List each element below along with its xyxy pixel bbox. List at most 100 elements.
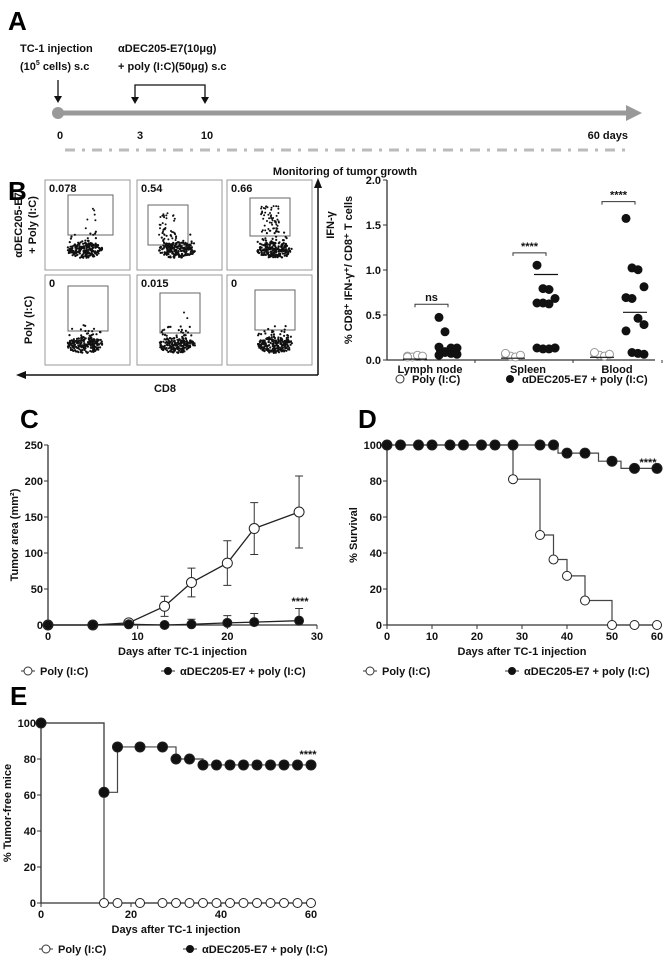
flow-positive-event-dot bbox=[262, 217, 265, 220]
x-tick-label: 60 bbox=[305, 909, 317, 921]
flow-event-dot bbox=[182, 241, 185, 244]
flow-event-dot bbox=[159, 246, 162, 249]
flow-plot-frame bbox=[44, 274, 131, 366]
flow-event-dot bbox=[178, 349, 181, 352]
flow-event-dot bbox=[192, 342, 195, 345]
b-y-axis-label: % CD8⁺ IFN-γ⁺/ CD8⁺ T cells bbox=[343, 196, 355, 344]
data-point-dec bbox=[507, 439, 519, 451]
flow-event-dot bbox=[84, 254, 87, 258]
flow-event-dot bbox=[260, 253, 263, 256]
y-tick-label: 1.5 bbox=[366, 220, 381, 232]
flow-event-dot bbox=[91, 349, 94, 352]
flow-event-dot bbox=[86, 332, 90, 335]
flow-event-dot bbox=[91, 344, 94, 347]
y-axis-label: Tumor area (mm²) bbox=[9, 488, 21, 581]
flow-event-dot bbox=[80, 334, 83, 337]
flow-event-dot bbox=[68, 247, 71, 250]
flow-event-dot bbox=[273, 339, 276, 342]
data-point-poly bbox=[211, 898, 222, 908]
flow-event-dot bbox=[267, 350, 270, 353]
flow-positive-event-dot bbox=[267, 228, 270, 230]
flow-event-dot bbox=[180, 241, 183, 244]
flow-event-dot bbox=[277, 338, 280, 341]
flow-positive-event-dot bbox=[94, 219, 97, 222]
data-point-dec bbox=[98, 786, 110, 798]
flow-event-dot bbox=[94, 245, 98, 248]
flow-event-dot bbox=[277, 351, 281, 354]
data-point-poly bbox=[605, 349, 614, 359]
flow-event-dot bbox=[188, 325, 191, 328]
x-tick-label: 60 bbox=[651, 631, 663, 643]
flow-event-dot bbox=[71, 245, 74, 248]
data-point-dec bbox=[186, 619, 197, 630]
flow-event-dot bbox=[272, 342, 275, 346]
flow-event-dot bbox=[266, 344, 269, 347]
flow-event-dot bbox=[166, 244, 169, 247]
legend: Poly (I:C) αDEC205-E7 + poly (I:C) bbox=[395, 374, 648, 386]
flow-event-dot bbox=[94, 340, 97, 343]
flow-positive-event-dot bbox=[264, 211, 267, 214]
flow-event-dot bbox=[82, 344, 85, 347]
flow-event-dot bbox=[273, 232, 276, 235]
legend: Poly (I:C) αDEC205-E7 + poly (I:C) bbox=[363, 666, 650, 678]
flow-event-dot bbox=[279, 342, 282, 345]
flow-event-dot bbox=[91, 254, 94, 257]
flow-event-dot bbox=[171, 348, 175, 351]
flow-event-dot bbox=[159, 344, 163, 347]
data-point-dec bbox=[157, 741, 168, 753]
flow-event-dot bbox=[182, 344, 185, 348]
flow-event-dot bbox=[73, 233, 76, 236]
flow-positive-event-dot bbox=[186, 317, 189, 320]
flow-positive-event-dot bbox=[276, 227, 279, 230]
flow-event-dot bbox=[166, 344, 169, 347]
flow-event-dot bbox=[180, 249, 183, 252]
legend-label-dec: αDEC205-E7 + poly (I:C) bbox=[180, 666, 306, 678]
flow-event-dot bbox=[163, 245, 166, 249]
data-point-dec bbox=[224, 759, 236, 771]
flow-event-dot bbox=[279, 333, 282, 336]
data-point-poly bbox=[198, 898, 208, 908]
flow-event-dot bbox=[279, 245, 282, 248]
data-point-dec bbox=[440, 327, 450, 337]
flow-event-dot bbox=[69, 237, 72, 240]
flow-positive-event-dot bbox=[261, 210, 264, 213]
flow-event-dot bbox=[172, 340, 175, 343]
data-point-poly bbox=[562, 570, 572, 581]
data-point-dec bbox=[452, 349, 462, 359]
data-point-dec bbox=[238, 759, 249, 771]
flow-event-dot bbox=[277, 340, 280, 343]
data-point-poly bbox=[157, 898, 168, 908]
flow-positive-event-dot bbox=[165, 214, 168, 217]
flow-event-dot bbox=[271, 237, 274, 240]
flow-event-dot bbox=[166, 251, 169, 255]
flow-gate bbox=[159, 292, 201, 334]
flow-event-dot bbox=[77, 345, 80, 348]
legend-label-dec: αDEC205-E7 + poly (I:C) bbox=[202, 944, 328, 956]
flow-event-dot bbox=[79, 241, 82, 244]
flow-event-dot bbox=[286, 253, 289, 256]
flow-event-dot bbox=[262, 244, 265, 247]
treatment-bracket bbox=[134, 84, 206, 100]
flow-event-dot bbox=[175, 243, 178, 246]
flow-event-dot bbox=[177, 329, 180, 332]
flow-event-dot bbox=[269, 250, 272, 253]
flow-event-dot bbox=[94, 243, 97, 246]
x-tick-label: 40 bbox=[215, 909, 227, 921]
flow-event-dot bbox=[176, 348, 179, 351]
legend-marker-filled-circle bbox=[506, 375, 514, 383]
data-point-poly bbox=[535, 530, 545, 540]
flow-event-dot bbox=[270, 333, 273, 336]
legend: Poly (I:C) αDEC205-E7 + poly (I:C) bbox=[39, 944, 328, 956]
flow-event-dot bbox=[173, 255, 176, 258]
data-point-dec bbox=[170, 753, 182, 765]
flow-event-dot bbox=[256, 240, 259, 243]
flow-positive-event-dot bbox=[161, 214, 164, 217]
flow-positive-event-dot bbox=[262, 207, 265, 209]
flow-event-dot bbox=[163, 241, 166, 244]
flow-event-dot bbox=[167, 347, 170, 350]
data-point-poly bbox=[418, 351, 427, 361]
y-axis-label: % Survival bbox=[348, 507, 360, 563]
data-point-dec bbox=[265, 759, 276, 771]
flow-event-dot bbox=[186, 341, 189, 344]
data-point-dec bbox=[621, 326, 631, 336]
